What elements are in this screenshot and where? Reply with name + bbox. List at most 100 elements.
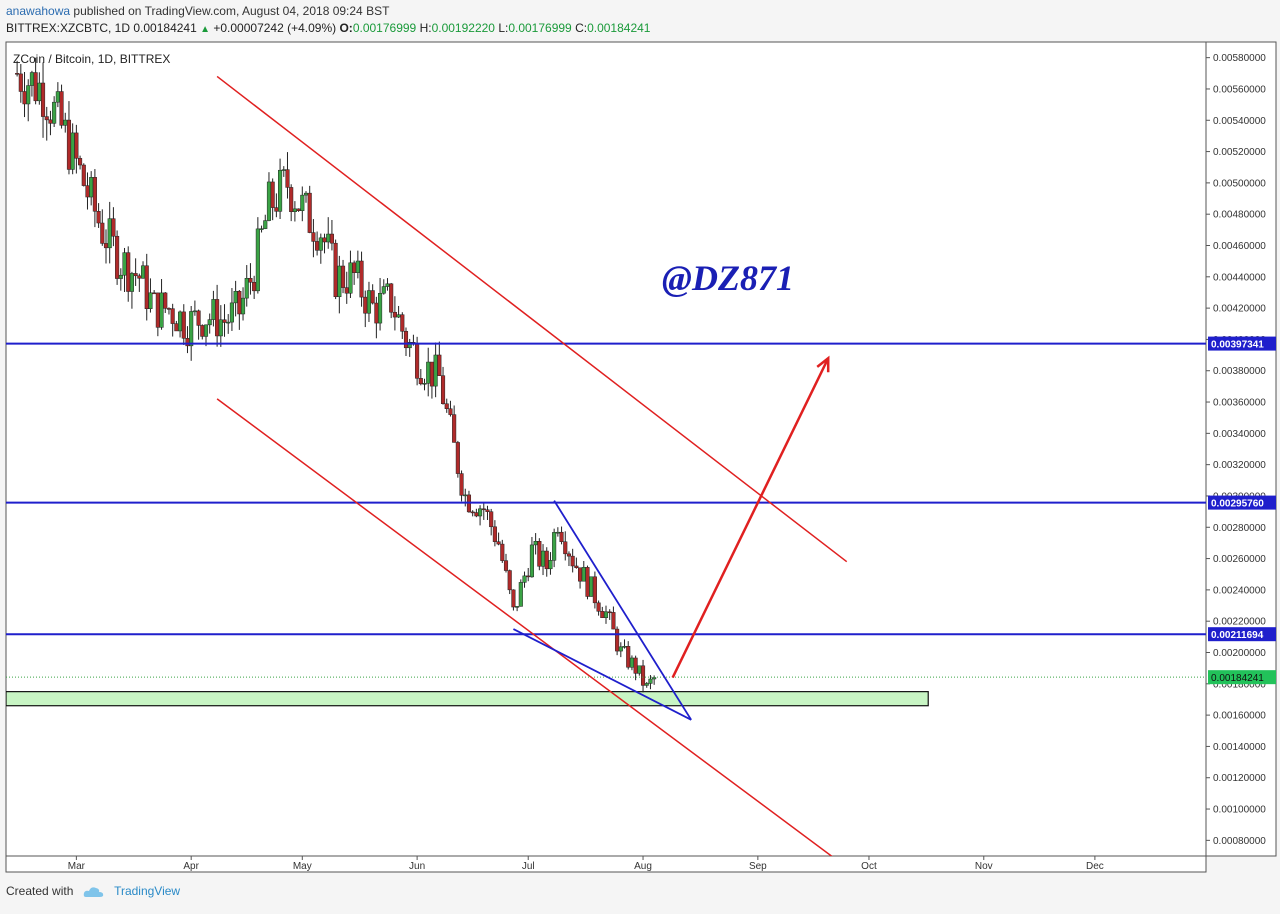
close-value: 0.00184241 (587, 21, 651, 35)
candle (226, 314, 231, 334)
candle (496, 532, 501, 546)
high-label: H: (419, 21, 432, 35)
candle (18, 64, 23, 103)
candle-body (400, 314, 405, 332)
candle-body (274, 207, 279, 212)
candle-body (92, 177, 97, 212)
candle (596, 600, 601, 616)
tradingview-brand[interactable]: TradingView (114, 884, 181, 898)
candle-body (303, 192, 309, 196)
candle-body (289, 187, 294, 212)
candle-body (578, 567, 583, 582)
candle (444, 398, 449, 413)
low-label: L: (498, 21, 509, 35)
candle-body (44, 116, 49, 121)
y-tick-label: 0.00460000 (1213, 241, 1266, 252)
publish-text: published on TradingView.com, August 04,… (73, 4, 390, 18)
footer: Created with TradingView (6, 884, 180, 898)
candle (285, 152, 290, 199)
candle (144, 253, 149, 321)
candle-body (215, 299, 220, 337)
candle-body (196, 310, 201, 326)
x-tick-label: Dec (1086, 861, 1104, 872)
candle-body (252, 281, 257, 292)
low-value: 0.00176999 (508, 21, 572, 35)
candle-body (203, 324, 209, 337)
candle-body (122, 252, 127, 276)
candle (559, 526, 564, 545)
candle (389, 282, 394, 319)
candle-body (540, 550, 546, 567)
candle-body (566, 553, 572, 557)
level-label: 0.00397341 (1211, 340, 1264, 351)
candle (574, 557, 579, 569)
author-link[interactable]: anawahowa (6, 4, 71, 18)
candle (100, 209, 105, 246)
candle-body (633, 657, 638, 674)
candle-body (492, 526, 497, 542)
candle (492, 520, 497, 547)
candle-body (596, 602, 601, 612)
candle-body (585, 567, 590, 597)
candle-body (263, 220, 268, 229)
candle-body (159, 292, 164, 328)
candle-body (111, 218, 116, 237)
candle-body (629, 657, 634, 668)
candle-body (240, 297, 246, 315)
candle-body (359, 260, 364, 298)
candle (189, 306, 194, 361)
candle-body (385, 283, 390, 287)
candle-body (100, 222, 105, 244)
candle (478, 505, 483, 526)
candle-body (185, 338, 190, 347)
candle-body (285, 169, 290, 188)
candle-body (522, 575, 527, 583)
candle-body (592, 576, 597, 604)
candle-body (544, 550, 549, 570)
candle-body (259, 228, 264, 230)
y-tick-label: 0.00220000 (1213, 617, 1266, 628)
candle-body (440, 375, 446, 404)
candle (159, 279, 164, 330)
candle-body (18, 73, 23, 92)
price-axis (1205, 41, 1277, 857)
candle (370, 284, 375, 305)
candle-body (166, 308, 172, 310)
candle-body (22, 91, 27, 105)
candle-body (40, 82, 46, 117)
y-tick-label: 0.00340000 (1213, 429, 1266, 440)
candle (215, 284, 220, 347)
candle (459, 470, 464, 502)
y-tick-label: 0.00160000 (1213, 711, 1266, 722)
candle-body (437, 354, 442, 376)
y-tick-label: 0.00420000 (1213, 304, 1266, 315)
candle (400, 312, 405, 339)
candle (278, 158, 283, 219)
x-tick-label: Jul (522, 861, 535, 872)
candle (515, 606, 520, 612)
candle-body (452, 414, 457, 443)
candle (218, 305, 223, 347)
candle-body (429, 361, 434, 387)
candle (163, 292, 168, 313)
candle-body (415, 343, 420, 379)
candle (148, 278, 153, 313)
x-tick-label: Oct (861, 861, 877, 872)
candle-body (163, 292, 168, 309)
candle-body (574, 565, 579, 568)
candle-body (474, 512, 479, 517)
candle-body (315, 241, 320, 251)
candle-body (207, 319, 212, 326)
candle (300, 186, 305, 222)
candle-body (81, 164, 86, 186)
candle (518, 579, 523, 607)
y-tick-label: 0.00100000 (1213, 805, 1266, 816)
candle-body (433, 354, 438, 387)
candle-body (144, 265, 149, 309)
candle (255, 217, 260, 294)
candle-body (552, 532, 557, 561)
candle-body (29, 72, 34, 86)
candle-body (152, 292, 157, 295)
